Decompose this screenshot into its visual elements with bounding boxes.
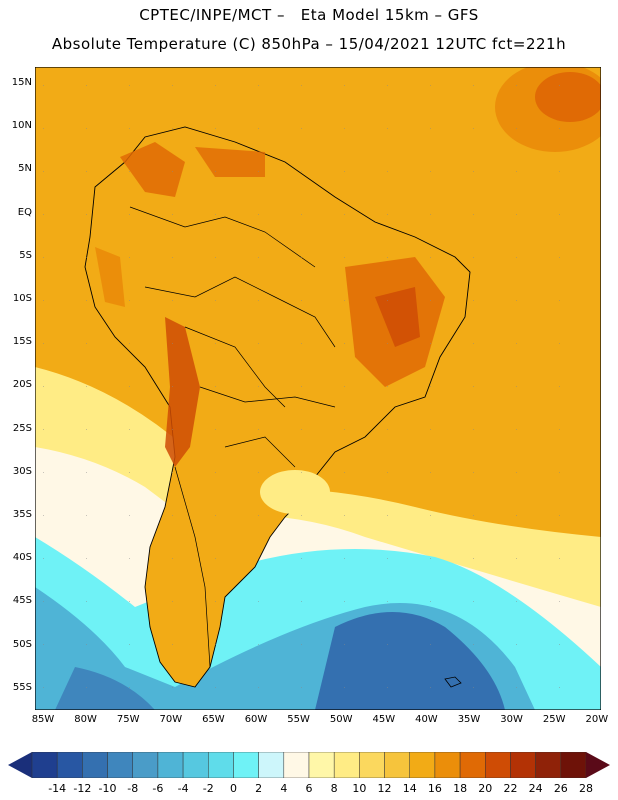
colorbar-label: 16: [427, 782, 442, 795]
longitude-label: 20W: [585, 714, 609, 725]
longitude-label: 30W: [500, 714, 523, 725]
colorbar-swatch: [208, 752, 234, 778]
colorbar-swatch: [359, 752, 385, 778]
longitude-label: 55W: [287, 714, 310, 725]
colorbar-swatch: [82, 752, 108, 778]
colorbar-swatch: [182, 752, 209, 778]
latitude-label: EQ: [17, 206, 32, 218]
longitude-label: 60W: [244, 714, 268, 725]
colorbar-label: 10: [352, 782, 367, 795]
latitude-label: 15S: [12, 336, 32, 348]
title-line-2: Absolute Temperature (C) 850hPa – 15/04/…: [51, 35, 567, 53]
colorbar-high-cap: [586, 752, 610, 778]
colorbar-label: -2: [202, 782, 214, 795]
temperature-map: [35, 67, 601, 710]
latitude-label: 55S: [12, 681, 32, 693]
title-line-1: CPTEC/INPE/MCT – Eta Model 15km – GFS: [139, 6, 479, 24]
colorbar-swatch: [258, 752, 285, 778]
colorbar-swatch: [384, 752, 410, 778]
colorbar-label: 28: [579, 782, 593, 795]
colorbar-label: 18: [453, 782, 468, 795]
colorbar-label: 4: [280, 782, 288, 795]
longitude-label: 65W: [202, 714, 225, 725]
colorbar-label: -4: [177, 782, 189, 795]
latitude-label: 5S: [19, 249, 32, 261]
latitude-label: 10N: [11, 120, 32, 132]
latitude-label: 30S: [12, 465, 32, 477]
colorbar-label: -10: [98, 782, 117, 795]
latitude-label: 20S: [12, 379, 32, 391]
colorbar-label: 8: [330, 782, 338, 795]
latitude-label: 40S: [12, 552, 32, 564]
colorbar-label: 0: [229, 782, 237, 795]
longitude-label: 80W: [74, 714, 97, 725]
colorbar-label: 26: [553, 782, 568, 795]
colorbar-label: 22: [503, 782, 518, 795]
colorbar-swatch: [333, 752, 360, 778]
latitude-label: 45S: [12, 595, 32, 607]
latitude-label: 35S: [12, 509, 32, 520]
colorbar-swatch: [560, 752, 587, 778]
temperature-colorbar: [8, 752, 610, 778]
latitude-label: 15N: [11, 77, 32, 88]
longitude-label: 35W: [457, 714, 481, 725]
longitude-label: 70W: [159, 714, 183, 725]
longitude-label: 45W: [372, 714, 396, 725]
colorbar-swatch: [485, 752, 511, 778]
colorbar-swatch: [56, 752, 83, 778]
longitude-label: 50W: [329, 714, 353, 725]
colorbar-swatch: [535, 752, 562, 778]
colorbar-swatch: [157, 752, 184, 778]
colorbar-swatch: [233, 752, 259, 778]
colorbar-swatch: [107, 752, 133, 778]
colorbar-label: 2: [255, 782, 263, 795]
colorbar-swatch: [510, 752, 536, 778]
colorbar-label: -8: [127, 782, 139, 795]
colorbar-label: -6: [152, 782, 164, 795]
colorbar-label: 24: [528, 782, 543, 795]
colorbar-label: 12: [377, 782, 392, 795]
longitude-label: 25W: [542, 714, 566, 725]
latitude-label: 5N: [18, 163, 32, 175]
longitude-label: 75W: [116, 714, 140, 725]
longitude-label: 40W: [415, 714, 438, 725]
colorbar-swatch: [31, 752, 58, 778]
colorbar-label: 20: [478, 782, 493, 795]
colorbar-label: -12: [73, 782, 92, 795]
colorbar-swatch: [283, 752, 310, 778]
colorbar-swatch: [409, 752, 436, 778]
colorbar-label: -14: [48, 782, 67, 795]
latitude-label: 50S: [12, 638, 32, 650]
colorbar-swatch: [132, 752, 159, 778]
latitude-label: 10S: [12, 293, 32, 304]
colorbar-low-cap: [8, 752, 32, 778]
lat-lon-grid: [35, 67, 601, 710]
colorbar-swatch: [308, 752, 335, 778]
colorbar-label: 6: [305, 782, 313, 795]
colorbar-swatch: [434, 752, 461, 778]
colorbar-label: 14: [402, 782, 417, 795]
latitude-label: 25S: [12, 422, 32, 434]
colorbar-swatch: [459, 752, 486, 778]
longitude-label: 85W: [31, 714, 55, 725]
